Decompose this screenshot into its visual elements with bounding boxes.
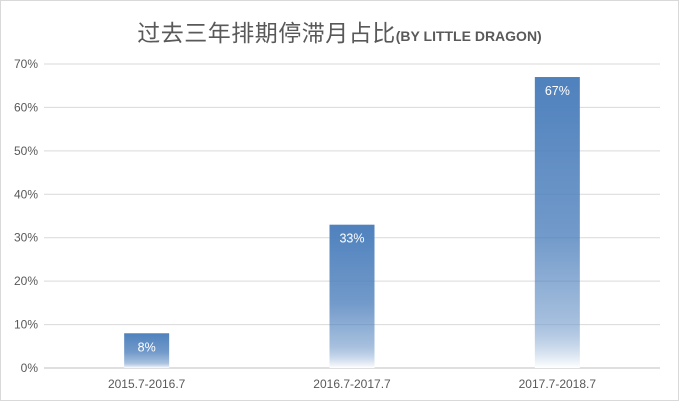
- y-tick-label: 50%: [14, 144, 38, 158]
- data-label: 67%: [545, 84, 570, 98]
- x-tick-label: 2016.7-2017.7: [313, 377, 391, 391]
- y-tick-label: 40%: [14, 187, 38, 201]
- y-tick-label: 70%: [14, 57, 38, 71]
- chart-title-main: 过去三年排期停滞月占比: [137, 21, 396, 47]
- y-tick-label: 30%: [14, 231, 38, 245]
- x-axis-ticks: 2015.7-2016.7 2016.7-2017.7 2017.7-2018.7: [108, 377, 596, 391]
- data-label: 33%: [339, 232, 364, 246]
- y-tick-label: 60%: [14, 100, 38, 114]
- bar: [534, 77, 580, 369]
- x-tick-label: 2017.7-2018.7: [519, 377, 597, 391]
- bars: 8% 33% 67%: [124, 77, 580, 369]
- y-tick-label: 0%: [21, 361, 39, 375]
- chart-subtitle: (BY LITTLE DRAGON): [395, 28, 542, 44]
- x-tick-label: 2015.7-2016.7: [108, 377, 186, 391]
- y-tick-label: 20%: [14, 274, 38, 288]
- chart-title: 过去三年排期停滞月占比(BY LITTLE DRAGON): [0, 14, 679, 48]
- data-label: 8%: [138, 340, 156, 354]
- bar: [124, 333, 170, 368]
- y-tick-label: 10%: [14, 318, 38, 332]
- y-axis-ticks: 0% 10% 20% 30% 40% 50% 60% 70%: [14, 57, 38, 375]
- bar: [329, 224, 375, 368]
